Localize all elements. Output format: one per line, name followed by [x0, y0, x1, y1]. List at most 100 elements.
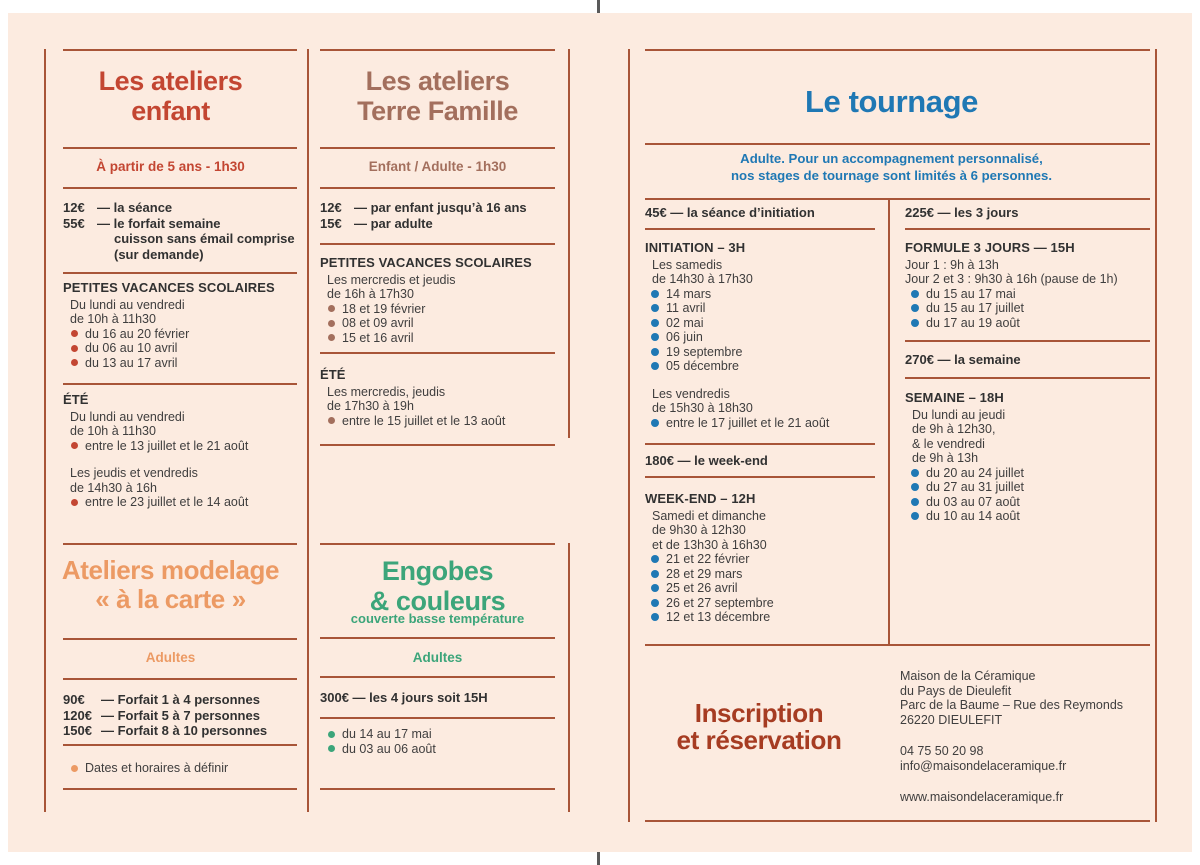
divider: [320, 49, 555, 51]
price-note: (sur demande): [114, 246, 204, 262]
divider: [320, 676, 555, 678]
bullet-icon: [651, 569, 659, 578]
price-amount: 15€: [320, 215, 342, 231]
price-note: cuisson sans émail comprise: [114, 231, 295, 246]
date-label: Dates et horaires à définir: [85, 761, 229, 775]
panel-title-line: & couleurs: [369, 586, 506, 616]
date-label: 18 et 19 février: [342, 301, 426, 316]
date-item: du 16 au 20 février: [71, 327, 297, 342]
divider: [905, 340, 1150, 342]
bullet-icon: [651, 598, 659, 607]
price-row: 55€ — le forfait semaine: [63, 216, 297, 232]
schedule-line: de 14h30 à 17h30: [652, 272, 753, 286]
panel-subtitle: Enfant / Adulte - 1h30: [368, 159, 507, 174]
vertical-divider: [888, 198, 890, 644]
bullet-icon: [651, 347, 659, 356]
vertical-divider: [568, 49, 570, 438]
date-label: 26 et 27 septembre: [666, 595, 774, 610]
date-label: 28 et 29 mars: [666, 566, 743, 581]
date-label: 25 et 26 avril: [666, 581, 738, 595]
price-row: 12€ — par enfant jusqu’à 16 ans: [320, 200, 555, 216]
divider: [63, 49, 297, 51]
vertical-divider: [44, 49, 46, 812]
date-label: entre le 17 juillet et le 21 août: [666, 415, 830, 430]
panel-title-line: Inscription: [694, 698, 824, 728]
date-item: 06 juin: [651, 330, 875, 345]
schedule-line: Du lundi au jeudi: [912, 407, 1006, 422]
date-label: du 15 au 17 mai: [926, 286, 1016, 301]
divider: [645, 476, 875, 478]
date-item: Dates et horaires à définir: [71, 761, 297, 776]
divider: [320, 187, 555, 189]
divider: [645, 143, 1150, 145]
bullet-icon: [651, 584, 659, 593]
date-label: du 03 au 07 août: [926, 494, 1020, 509]
schedule-line: Du lundi au vendredi: [70, 409, 185, 424]
bullet-icon: [651, 318, 659, 327]
schedule-line: de 9h30 à 12h30: [652, 523, 746, 537]
price-label: 180€ — le week-end: [645, 453, 768, 468]
schedule-line: de 17h30 à 19h: [327, 399, 414, 413]
date-label: 02 mai: [666, 315, 704, 330]
address-line: Parc de la Baume – Rue des Reymonds: [900, 698, 1124, 712]
price-label: 45€ — la séance d’initiation: [645, 205, 815, 220]
divider: [320, 243, 555, 245]
address-line: Maison de la Céramique: [900, 669, 1036, 683]
date-label: 12 et 13 décembre: [666, 610, 771, 624]
price-amount: 12€: [320, 200, 342, 215]
divider: [645, 49, 1150, 51]
date-label: entre le 13 juillet et le 21 août: [85, 438, 249, 453]
date-item: du 03 au 06 août: [328, 742, 555, 757]
date-item: du 15 au 17 juillet: [911, 301, 1150, 316]
divider: [320, 637, 555, 639]
date-item: du 14 au 17 mai: [328, 727, 555, 742]
price-list: 12€ — par enfant jusqu’à 16 ans 15€ — pa…: [320, 200, 555, 231]
date-label: 08 et 09 avril: [342, 316, 414, 330]
spacer: [645, 374, 875, 387]
bullet-icon: [328, 305, 335, 313]
schedule-line: Samedi et dimanche: [652, 508, 766, 523]
price-label: 225€ — les 3 jours: [905, 205, 1019, 220]
date-label: 21 et 22 février: [666, 552, 750, 566]
date-item: 26 et 27 septembre: [651, 596, 875, 611]
price-list: 90€ — Forfait 1 à 4 personnes 120€ — For…: [63, 692, 297, 739]
date-item: 12 et 13 décembre: [651, 610, 875, 625]
bullet-icon: [328, 334, 335, 342]
price-amount: 55€: [63, 215, 85, 231]
date-item: 15 et 16 avril: [328, 331, 555, 346]
date-label: du 03 au 06 août: [342, 741, 436, 756]
website-url: www.maisondelaceramique.fr: [900, 790, 1064, 804]
divider: [63, 788, 297, 790]
price-amount: 90€: [63, 692, 85, 707]
bullet-icon: [651, 362, 659, 371]
bullet-icon: [71, 359, 78, 367]
address-line: du Pays de Dieulefit: [900, 683, 1012, 698]
price-label: — par enfant jusqu’à 16 ans: [354, 200, 527, 215]
date-item: 14 mars: [651, 287, 875, 302]
bullet-icon: [651, 613, 659, 622]
bullet-icon: [911, 318, 919, 327]
schedule-line: de 15h30 à 18h30: [652, 401, 753, 415]
date-item: 05 décembre: [651, 359, 875, 374]
date-item: 21 et 22 février: [651, 552, 875, 567]
date-item: 02 mai: [651, 316, 875, 331]
date-label: du 27 au 31 juillet: [926, 480, 1024, 494]
date-item: du 06 au 10 avril: [71, 341, 297, 356]
schedule-heading: WEEK-END – 12H: [645, 491, 756, 506]
bullet-icon: [328, 417, 335, 425]
date-item: du 15 au 17 mai: [911, 287, 1150, 302]
schedule-semaine: SEMAINE – 18H Du lundi au jeudi de 9h à …: [905, 390, 1150, 524]
panel-subtitle: Adultes: [412, 650, 463, 665]
divider: [63, 543, 297, 545]
date-item: du 20 au 24 juillet: [911, 466, 1150, 481]
price-label: — Forfait 8 à 10 personnes: [101, 723, 268, 738]
schedule-line: et de 13h30 à 16h30: [652, 537, 767, 552]
bullet-icon: [71, 344, 78, 352]
bullet-icon: [651, 333, 659, 342]
schedule-heading: INITIATION – 3H: [645, 240, 746, 255]
schedule-line: Les mercredis et jeudis: [327, 272, 456, 287]
divider: [905, 377, 1150, 379]
schedule-line: Les vendredis: [652, 386, 730, 401]
panel-subtitle: Adulte. Pour un accompagnement personnal…: [628, 151, 1155, 184]
